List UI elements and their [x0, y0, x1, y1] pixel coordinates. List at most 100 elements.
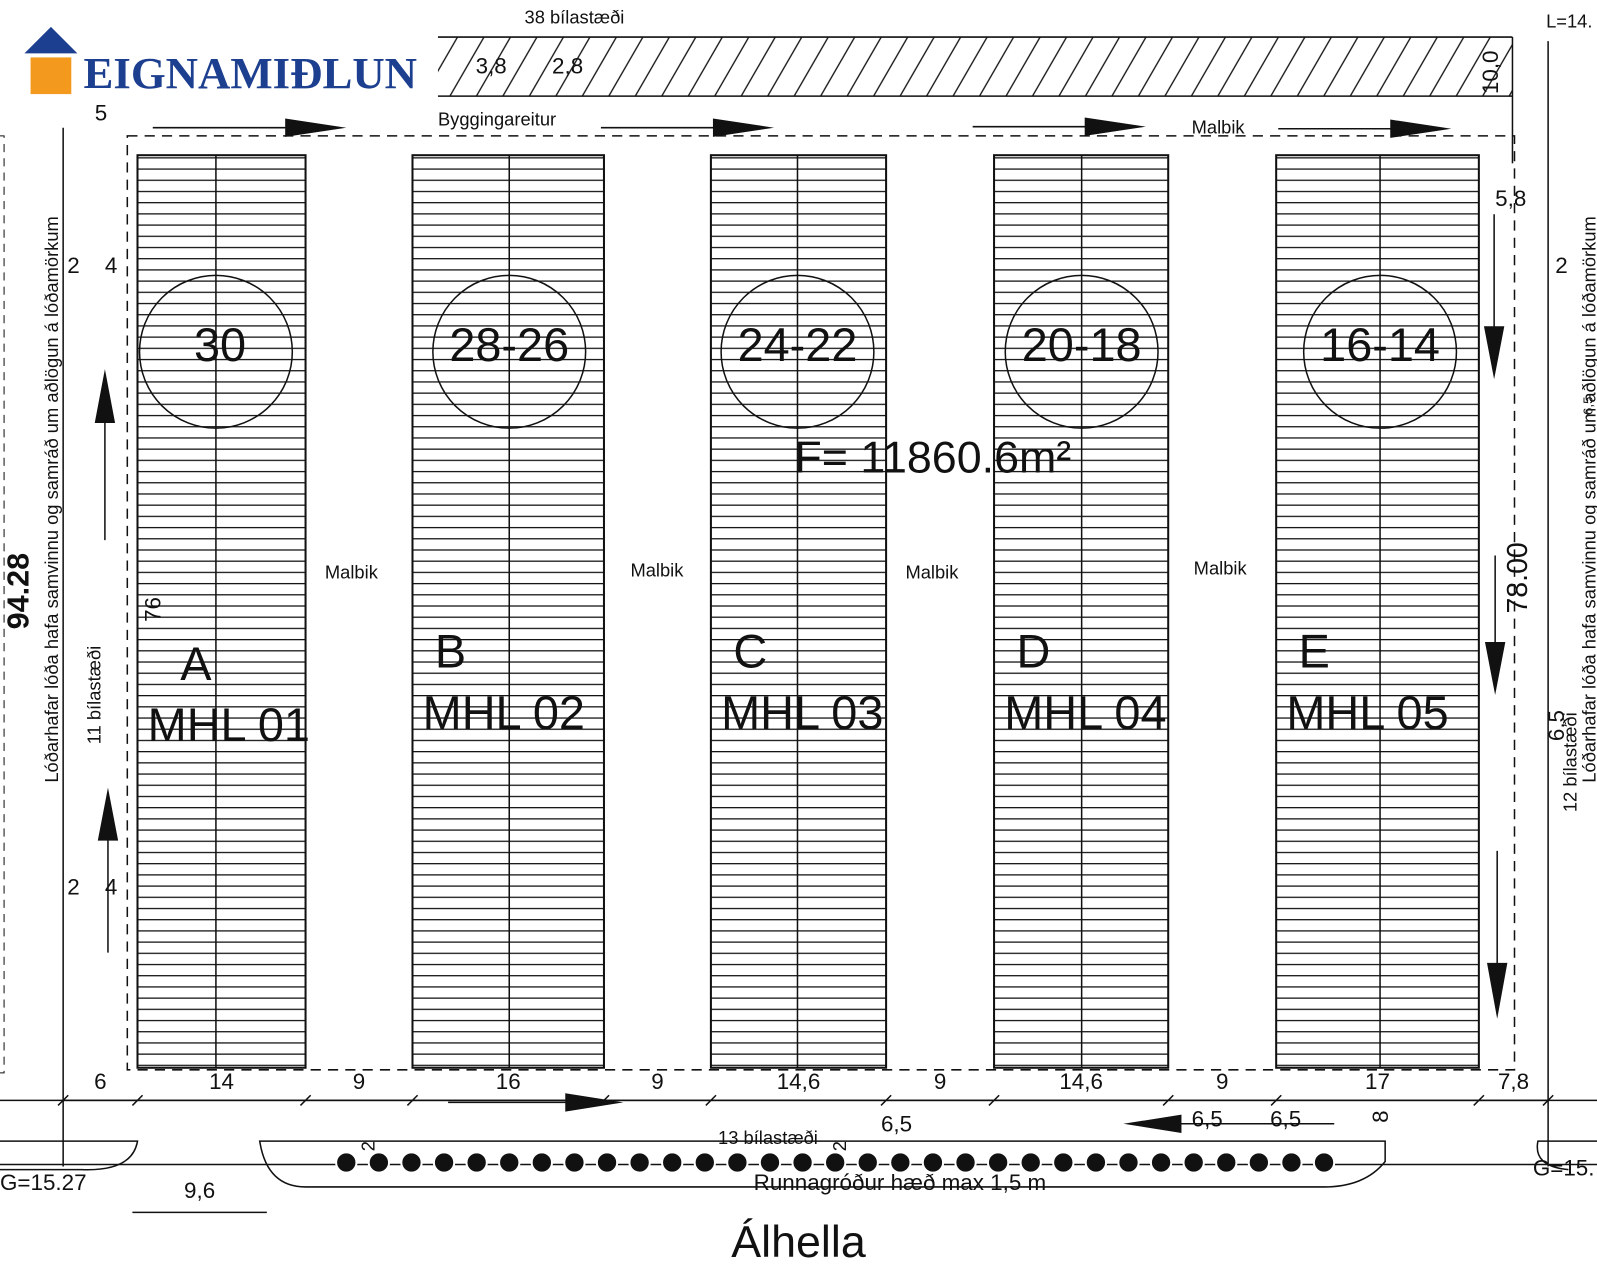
shrub — [986, 1151, 1010, 1174]
shrub — [889, 1151, 912, 1174]
shrub — [954, 1151, 977, 1174]
dimension: 9 — [353, 1069, 365, 1094]
number-circle — [720, 274, 875, 429]
building — [136, 154, 307, 1069]
parking-label: 11 bílastæði — [84, 646, 105, 745]
dimension: 5,8 — [1495, 186, 1526, 211]
dimension-tick — [988, 1094, 1000, 1106]
building-letter: D — [1016, 626, 1050, 678]
surface-label: Malbik — [905, 562, 959, 583]
logo: EIGNAMIÐLUN — [24, 26, 418, 98]
dimension-tick — [1542, 1094, 1554, 1106]
shrub — [628, 1151, 651, 1174]
building-code: MHL 02 — [423, 687, 585, 739]
ground-level: G=15. — [1533, 1156, 1595, 1181]
dimension: 78.00 — [1502, 542, 1534, 613]
dimension: 2 — [829, 1141, 850, 1151]
shrub — [367, 1151, 391, 1174]
shrub — [1280, 1151, 1303, 1174]
dimension-tick — [1162, 1094, 1174, 1106]
dimension-tick — [880, 1094, 892, 1106]
shrub — [1215, 1151, 1238, 1174]
number-circle — [1004, 274, 1159, 429]
bottom-dimensions: 6 14 9 16 9 14,6 9 14,6 9 17 7,8 — [57, 1069, 1554, 1106]
dimension: 7,8 — [1498, 1069, 1529, 1094]
shrub — [432, 1151, 456, 1174]
shrubs — [335, 1151, 1336, 1174]
building-number: 20-18 — [1022, 319, 1142, 371]
dimension: 17 — [1365, 1069, 1390, 1094]
building-code: MHL 01 — [148, 699, 310, 751]
shrub — [563, 1151, 586, 1174]
dimension: 3,8 — [476, 54, 507, 79]
number-circle — [138, 274, 294, 429]
building-number: 16-14 — [1320, 319, 1440, 371]
dimension: 2 — [1555, 253, 1567, 278]
dimension: 8 — [1368, 1110, 1393, 1122]
shrub — [1312, 1151, 1336, 1174]
dimension-tick — [57, 1094, 69, 1106]
dimension: 2 — [67, 253, 79, 278]
dimension: 9 — [934, 1069, 946, 1094]
building-letter: E — [1299, 626, 1330, 678]
shrub — [595, 1151, 619, 1174]
dimension: 6,5 — [1270, 1107, 1301, 1132]
shrub — [693, 1151, 717, 1174]
surface-label: Malbik — [1194, 558, 1248, 579]
dimension: 4 — [105, 874, 117, 899]
dimension: 6 — [94, 1069, 106, 1094]
surface-label: Byggingareitur — [438, 108, 556, 129]
dimension: 14 — [209, 1069, 234, 1094]
parking-label: 38 bílastæði — [525, 7, 625, 28]
shrub — [758, 1151, 782, 1174]
dimension: 16 — [496, 1069, 521, 1094]
building-letter: C — [733, 626, 767, 678]
shrub — [1117, 1151, 1140, 1174]
building-number: 28-26 — [449, 319, 569, 371]
ground-level: G=15.27 — [0, 1170, 87, 1195]
surface-label: Malbik — [1192, 117, 1246, 138]
dimension: 2 — [358, 1141, 379, 1151]
parking-label: 12 bílastæði — [1559, 712, 1580, 812]
building — [411, 154, 605, 1069]
building-number: 30 — [194, 319, 246, 371]
dimension: 10,0 — [1478, 50, 1503, 94]
dimension: 6,5 — [1544, 710, 1569, 741]
surface-label: Malbik — [325, 562, 379, 583]
shrub — [465, 1151, 488, 1174]
dimension-tick — [705, 1094, 717, 1106]
building — [709, 154, 888, 1069]
dimension-tick — [1270, 1094, 1282, 1106]
dimension-tick — [406, 1094, 419, 1106]
dimension-tick — [299, 1094, 312, 1106]
shrub — [823, 1151, 847, 1174]
building-boundary — [126, 135, 1516, 1071]
number-circle — [1302, 274, 1458, 429]
dimension: 9 — [1216, 1069, 1228, 1094]
surface-label: Malbik — [630, 560, 684, 581]
dimension: 2,8 — [552, 54, 583, 79]
level-label: L=14. — [1546, 11, 1592, 32]
logo-text: EIGNAMIÐLUN — [84, 48, 418, 98]
dimension-tick — [1473, 1094, 1485, 1106]
shrub — [1149, 1151, 1173, 1174]
boundary-note: Lóðarhafar lóða hafa samvinnu og samráð … — [1579, 216, 1597, 782]
dimension: 94.28 — [1, 553, 35, 629]
shrub — [791, 1151, 814, 1174]
shrub — [335, 1151, 358, 1174]
shrub — [530, 1151, 554, 1174]
building — [1275, 154, 1480, 1069]
number-circle — [432, 274, 587, 429]
building-code: MHL 04 — [1004, 687, 1166, 739]
building-code: MHL 05 — [1286, 687, 1448, 739]
shrub — [498, 1151, 521, 1174]
dimension: 6,5 — [1580, 397, 1595, 415]
shrub — [1247, 1151, 1271, 1174]
building-number: 24-22 — [738, 319, 858, 371]
top-parking — [437, 37, 1513, 97]
shrub — [1052, 1151, 1075, 1174]
shrub — [1084, 1151, 1108, 1174]
shrub — [921, 1151, 945, 1174]
